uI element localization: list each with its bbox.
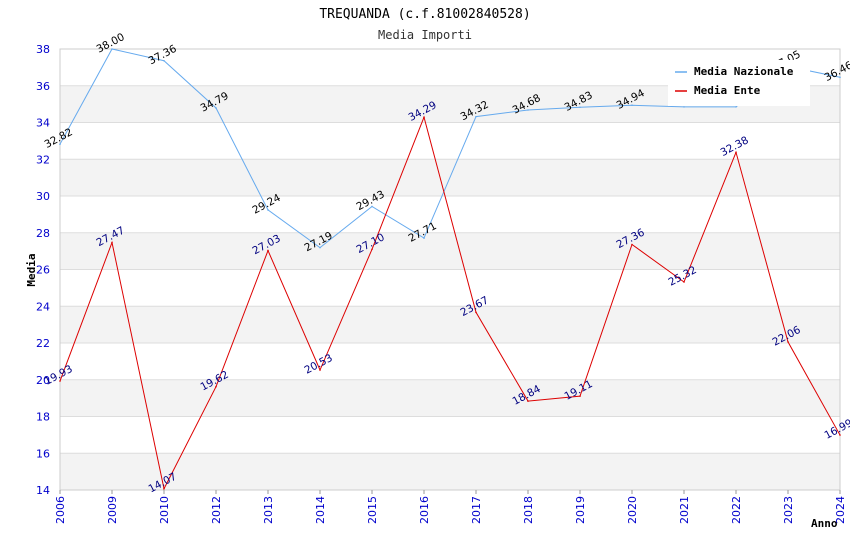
y-tick-label-24: 24 <box>36 300 50 313</box>
data-point-media-nazionale-2006 <box>59 143 61 145</box>
data-point-media-nazionale-2014 <box>319 246 321 249</box>
data-point-media-nazionale-2010 <box>163 59 165 62</box>
x-tick-label-2017: 2017 <box>470 496 483 524</box>
series-layer <box>59 48 841 491</box>
y-tick-label-26: 26 <box>36 264 50 277</box>
x-tick-label-2019: 2019 <box>574 496 587 524</box>
data-point-media-ente-2009 <box>111 241 113 244</box>
grid-band <box>60 306 840 343</box>
data-point-media-ente-2016 <box>423 116 425 118</box>
data-point-media-ente-2012 <box>215 385 217 388</box>
data-point-media-nazionale-2019 <box>579 106 581 109</box>
chart-subtitle: Media Importi <box>378 28 472 42</box>
x-tick-label-2023: 2023 <box>782 496 795 524</box>
data-point-media-ente-2015 <box>371 248 373 251</box>
data-point-media-ente-2014 <box>319 369 321 371</box>
data-point-media-ente-2020 <box>631 243 633 246</box>
y-tick-label-14: 14 <box>36 484 50 497</box>
data-point-media-ente-2013 <box>267 249 269 252</box>
data-label-media-ente-2014: 20.53 <box>303 352 335 377</box>
grid-band <box>60 232 840 270</box>
series-line-media-nazionale <box>59 48 841 249</box>
y-tick-label-28: 28 <box>36 227 50 240</box>
x-axis-ticks: 2006 2009 2010 2012 2013 2014 2015 2016 2017 2018… <box>54 490 847 524</box>
x-tick-label-2015: 2015 <box>366 496 379 524</box>
data-point-media-nazionale-2018 <box>527 109 529 111</box>
chart-title: TREQUANDA (c.f.81002840528) <box>319 7 530 22</box>
series-line-media-ente <box>59 115 841 491</box>
data-point-media-nazionale-2013 <box>267 209 269 211</box>
y-tick-label-16: 16 <box>36 447 50 460</box>
x-tick-label-2020: 2020 <box>626 496 639 524</box>
data-point-media-ente-2022 <box>735 151 737 154</box>
x-tick-label-2009: 2009 <box>106 496 119 524</box>
y-axis-label: Media <box>25 253 38 286</box>
x-tick-label-2013: 2013 <box>262 496 275 524</box>
y-tick-label-38: 38 <box>36 43 50 56</box>
y-tick-label-34: 34 <box>36 117 50 130</box>
data-point-media-nazionale-2015 <box>371 205 373 208</box>
y-tick-label-20: 20 <box>36 374 50 387</box>
legend: Media Nazionale Media Ente <box>668 60 810 106</box>
x-tick-label-2012: 2012 <box>210 496 223 524</box>
y-tick-label-32: 32 <box>36 153 50 166</box>
data-label-media-nazionale-2006: 32.82 <box>43 126 75 151</box>
x-tick-label-2016: 2016 <box>418 496 431 524</box>
grid-band <box>60 379 840 417</box>
y-tick-label-22: 22 <box>36 337 50 350</box>
data-point-media-ente-2021 <box>683 281 685 283</box>
grid-band <box>60 453 840 490</box>
data-point-media-nazionale-2021 <box>683 106 685 108</box>
data-point-media-nazionale-2020 <box>631 104 633 107</box>
data-point-media-ente-2019 <box>579 395 581 397</box>
y-axis-ticks: 14 16 18 20 22 24 26 28 30 32 34 36 38 <box>36 43 50 497</box>
x-tick-label-2021: 2021 <box>678 496 691 524</box>
y-tick-label-18: 18 <box>36 411 50 424</box>
data-point-media-ente-2006 <box>59 380 61 382</box>
plot-frame <box>59 48 841 491</box>
x-tick-label-2010: 2010 <box>158 496 171 524</box>
data-point-media-nazionale-2022 <box>735 106 737 108</box>
y-tick-label-30: 30 <box>36 190 50 203</box>
x-tick-label-2006: 2006 <box>54 496 67 524</box>
data-point-media-ente-2024 <box>839 434 841 436</box>
legend-box <box>668 60 810 106</box>
x-tick-label-2022: 2022 <box>730 496 743 524</box>
data-label-media-ente-2024: 16.99 <box>823 417 850 442</box>
legend-label-media-nazionale: Media Nazionale <box>694 65 794 78</box>
data-point-media-nazionale-2009 <box>111 48 113 50</box>
legend-label-media-ente: Media Ente <box>694 84 761 97</box>
data-label-media-nazionale-2010: 37.36 <box>147 43 179 68</box>
data-point-media-ente-2018 <box>527 400 529 402</box>
x-tick-label-2018: 2018 <box>522 496 535 524</box>
data-point-media-nazionale-2012 <box>215 107 217 109</box>
data-point-media-nazionale-2016 <box>423 237 425 239</box>
data-label-media-nazionale-2024: 36.46 <box>823 59 850 84</box>
data-point-media-ente-2023 <box>787 341 789 343</box>
data-point-media-nazionale-2017 <box>475 115 477 118</box>
data-point-media-nazionale-2024 <box>839 76 841 79</box>
x-axis-label: Anno <box>811 517 838 530</box>
data-point-media-ente-2010 <box>163 487 165 490</box>
x-tick-label-2024: 2024 <box>834 496 847 524</box>
y-tick-label-36: 36 <box>36 80 50 93</box>
x-tick-label-2014: 2014 <box>314 496 327 524</box>
data-point-media-ente-2017 <box>475 311 477 314</box>
